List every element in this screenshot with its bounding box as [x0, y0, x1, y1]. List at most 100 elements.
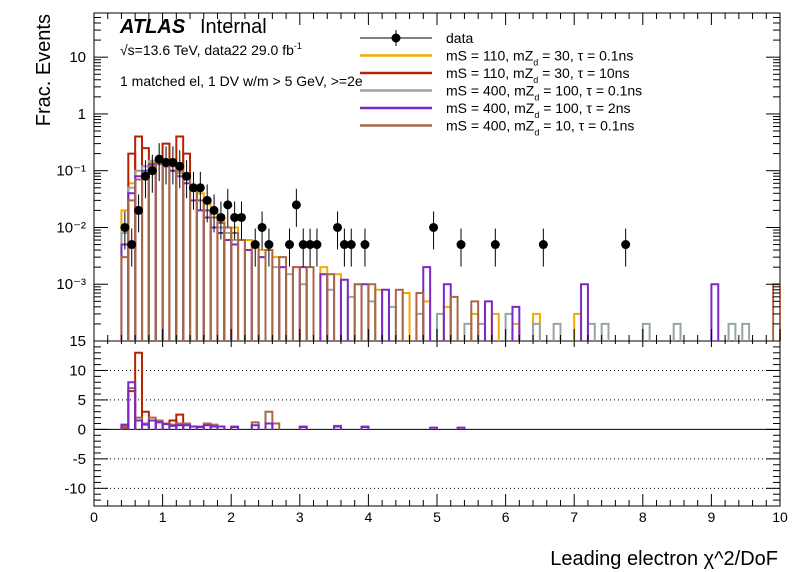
- ratio-y-tick-label-1: -5: [73, 451, 86, 468]
- main-hist-bin-s4-19: [278, 266, 288, 341]
- data-point-29: [360, 240, 370, 250]
- ratio-hist-bin-s2-18: [298, 426, 308, 430]
- atlas-suffix: Internal: [200, 16, 267, 38]
- main-hist-bin-s3-30: [504, 312, 514, 341]
- main-hist-bin-s4-16: [230, 243, 240, 341]
- main-hist-bin-s5-17: [237, 239, 246, 341]
- x-tick-label-5: 5: [433, 509, 441, 525]
- main-hist-bin-s1-21: [319, 266, 329, 341]
- ratio-hist-bin-s1-18: [271, 422, 281, 430]
- legend-label-1: mS = 110, mZd = 30, τ = 0.1ns: [446, 48, 633, 68]
- legend-swatch-data-marker: [391, 33, 401, 43]
- ratio-hist-bin-s2-5: [154, 421, 164, 430]
- data-point-9: [182, 171, 192, 181]
- main-hist-bin-s3-28: [463, 322, 473, 341]
- main-y-tick-label-3: 10⁻¹: [56, 163, 86, 180]
- main-hist-bin-s5-28: [449, 295, 459, 341]
- x-tick-label-2: 2: [227, 509, 235, 525]
- ratio-hist-bin-s2-3: [141, 423, 150, 430]
- main-hist-bin-s3-20: [285, 273, 294, 341]
- data-point-27: [339, 240, 349, 250]
- main-hist-bin-s2-1: [134, 135, 144, 341]
- main-hist-bin-s1-26: [422, 300, 432, 341]
- main-hist-bin-s5-23: [326, 273, 336, 341]
- main-hist-bin-s1-10: [189, 186, 198, 341]
- main-hist-bin-s4-20: [298, 266, 308, 341]
- ratio-y-tick-label-3: 5: [78, 392, 86, 409]
- data-point-0: [120, 222, 130, 232]
- main-hist-bin-s3-27: [436, 312, 445, 341]
- y-axis-title: Frac. Events: [33, 14, 55, 126]
- legend-label-3-text: mS = 400, mZ: [446, 83, 535, 99]
- ratio-hist-bin-s1-17: [264, 410, 274, 430]
- legend-label-4-rest: = 100, τ = 2ns: [539, 100, 630, 116]
- main-hist-bin-s3-18: [257, 256, 267, 341]
- main-hist-bin-s3-6: [161, 165, 171, 341]
- main-hist-bin-s4-29: [580, 283, 589, 341]
- data-point-30: [429, 222, 439, 232]
- main-hist-bin-s5-6: [161, 161, 171, 341]
- legend-label-4: mS = 400, mZd = 100, τ = 2ns: [446, 100, 630, 120]
- main-hist-bin-s3-24: [367, 300, 377, 341]
- data-point-1: [127, 240, 137, 250]
- main-hist-bin-s1-5: [154, 159, 164, 341]
- legend-label-2-text: mS = 110, mZ: [446, 65, 534, 81]
- main-hist-bin-s5-12: [202, 209, 212, 341]
- data-point-24: [305, 240, 315, 250]
- ratio-hist-bin-s0-6: [175, 413, 185, 430]
- data-point-15: [223, 200, 233, 210]
- ratio-hist-bin-s1-4: [147, 416, 157, 430]
- legend-label-5: mS = 400, mZd = 10, τ = 0.1ns: [446, 118, 634, 138]
- main-hist-bin-s3-34: [600, 322, 610, 341]
- ratio-hist-bin-s2-14: [216, 425, 226, 430]
- main-hist-bin-s5-21: [291, 266, 301, 341]
- main-hist-bin-s4-28: [511, 305, 521, 341]
- main-hist-bin-s5-3: [141, 172, 150, 341]
- main-hist-bin-s4-7: [168, 169, 178, 341]
- main-hist-bin-s3-8: [175, 172, 185, 341]
- main-hist-bin-s4-22: [339, 278, 349, 341]
- main-hist-bin-s1-9: [182, 178, 192, 341]
- legend-label-4-subscript: d: [534, 110, 539, 120]
- main-hist-bin-s3-14: [216, 226, 226, 341]
- data-point-5: [154, 154, 164, 164]
- x-tick-label-3: 3: [296, 509, 304, 525]
- main-hist-bin-s3-11: [195, 199, 205, 341]
- main-hist-bin-s1-23: [353, 283, 363, 341]
- legend-label-4-text: mS = 400, mZ: [446, 100, 535, 116]
- main-hist-bin-s5-7: [168, 165, 178, 341]
- legend-label-5-text: mS = 400, mZ: [446, 118, 535, 134]
- main-hist-bin-s1-11: [195, 192, 205, 341]
- data-point-28: [346, 240, 356, 250]
- ratio-hist-bin-s1-1: [127, 387, 137, 430]
- main-hist-bin-s1-25: [401, 292, 411, 341]
- main-hist-bin-s5-15: [223, 226, 233, 341]
- main-hist-bin-s5-26: [394, 288, 404, 341]
- x-tick-label-10: 10: [772, 509, 788, 525]
- main-hist-bin-s4-24: [381, 288, 390, 341]
- data-point-14: [216, 212, 226, 222]
- main-hist-bin-s1-6: [161, 165, 171, 341]
- x-tick-label-9: 9: [708, 509, 716, 525]
- data-point-16: [230, 212, 240, 222]
- main-hist-bin-s1-7: [168, 169, 178, 341]
- data-point-2: [134, 205, 144, 215]
- main-hist-bin-s1-15: [223, 226, 233, 341]
- main-hist-bin-s1-29: [490, 312, 500, 341]
- legend-label-5-rest: = 10, τ = 0.1ns: [539, 118, 634, 134]
- main-hist-bin-s1-31: [532, 312, 541, 341]
- data-point-7: [168, 157, 178, 167]
- main-hist-bin-s4-5: [154, 161, 164, 341]
- data-point-6: [161, 157, 171, 167]
- data-point-10: [188, 183, 198, 193]
- data-point-33: [538, 240, 548, 250]
- ratio-hist-bin-s2-4: [147, 419, 157, 430]
- main-hist-bin-s3-9: [182, 178, 192, 341]
- main-hist-bin-s4-13: [209, 226, 219, 341]
- main-hist-bin-s4-10: [189, 199, 198, 341]
- main-y-tick-label-2: 10⁻²: [56, 219, 86, 236]
- data-point-20: [264, 240, 274, 250]
- main-hist-bin-s1-20: [291, 266, 301, 341]
- main-hist-bin-s3-21: [298, 283, 308, 341]
